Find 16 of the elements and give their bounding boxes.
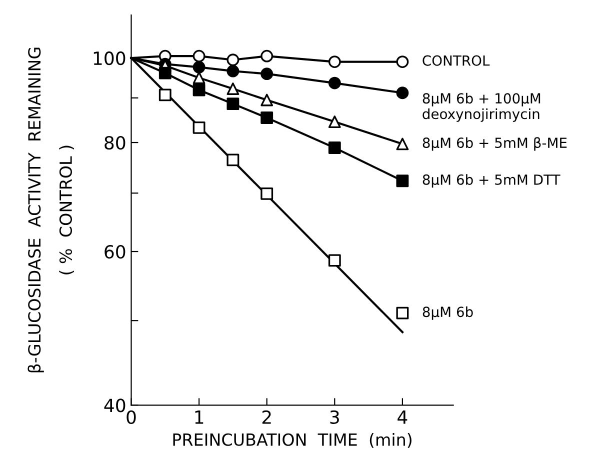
x-tick-label: 2	[262, 410, 271, 424]
series-label: 8μM 6b + 100μM deoxynojirimycin	[422, 92, 540, 122]
x-tick-label: 1	[195, 410, 204, 424]
y-tick-label: 60	[104, 244, 126, 259]
x-tick-label: 4	[398, 410, 408, 424]
x-tick-label: 0	[126, 410, 136, 424]
series-label: 8μM 6b	[422, 306, 473, 320]
y-tick-label: 80	[104, 136, 126, 150]
y-tick-label: 40	[104, 398, 126, 412]
series-label: CONTROL	[422, 55, 490, 66]
series-label: 8μM 6b + 5mM DTT	[422, 174, 560, 188]
y-axis-title: β-GLUCOSIDASE ACTIVITY REMAINING ( % CONTROL )	[28, 48, 74, 372]
x-tick-label: 3	[330, 410, 339, 424]
x-axis-title: PREINCUBATION TIME (min)	[173, 433, 412, 448]
series-label: 8μM 6b + 5mM β-ME	[422, 137, 567, 151]
y-tick-label: 100	[94, 51, 126, 66]
